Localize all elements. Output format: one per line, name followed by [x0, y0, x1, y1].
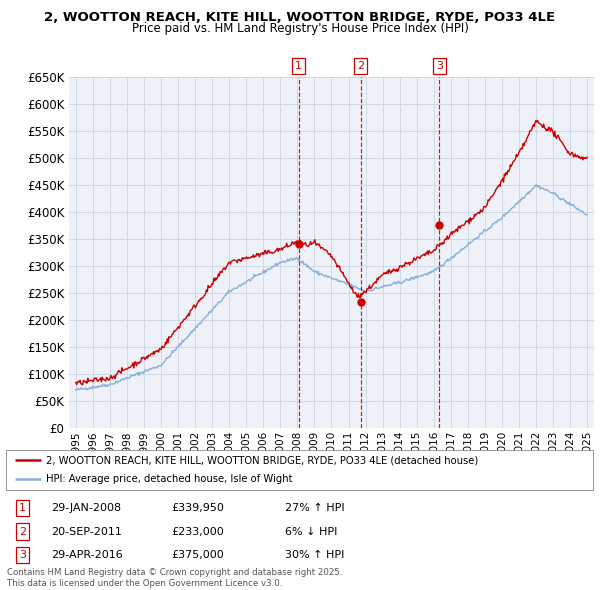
Text: £233,000: £233,000: [171, 527, 224, 536]
Text: 3: 3: [436, 61, 443, 71]
Text: 27% ↑ HPI: 27% ↑ HPI: [285, 503, 344, 513]
Text: 29-JAN-2008: 29-JAN-2008: [51, 503, 121, 513]
Text: HPI: Average price, detached house, Isle of Wight: HPI: Average price, detached house, Isle…: [46, 474, 292, 484]
Text: 1: 1: [19, 503, 26, 513]
Text: 1: 1: [295, 61, 302, 71]
Text: 2: 2: [19, 527, 26, 536]
Text: 6% ↓ HPI: 6% ↓ HPI: [285, 527, 337, 536]
Text: Price paid vs. HM Land Registry's House Price Index (HPI): Price paid vs. HM Land Registry's House …: [131, 22, 469, 35]
Text: Contains HM Land Registry data © Crown copyright and database right 2025.
This d: Contains HM Land Registry data © Crown c…: [7, 568, 343, 588]
Text: 20-SEP-2011: 20-SEP-2011: [51, 527, 122, 536]
Text: £375,000: £375,000: [171, 550, 224, 560]
Text: 2: 2: [357, 61, 364, 71]
Text: 3: 3: [19, 550, 26, 560]
Text: 2, WOOTTON REACH, KITE HILL, WOOTTON BRIDGE, RYDE, PO33 4LE: 2, WOOTTON REACH, KITE HILL, WOOTTON BRI…: [44, 11, 556, 24]
Text: £339,950: £339,950: [171, 503, 224, 513]
Text: 29-APR-2016: 29-APR-2016: [51, 550, 123, 560]
Text: 30% ↑ HPI: 30% ↑ HPI: [285, 550, 344, 560]
Text: 2, WOOTTON REACH, KITE HILL, WOOTTON BRIDGE, RYDE, PO33 4LE (detached house): 2, WOOTTON REACH, KITE HILL, WOOTTON BRI…: [46, 455, 478, 465]
